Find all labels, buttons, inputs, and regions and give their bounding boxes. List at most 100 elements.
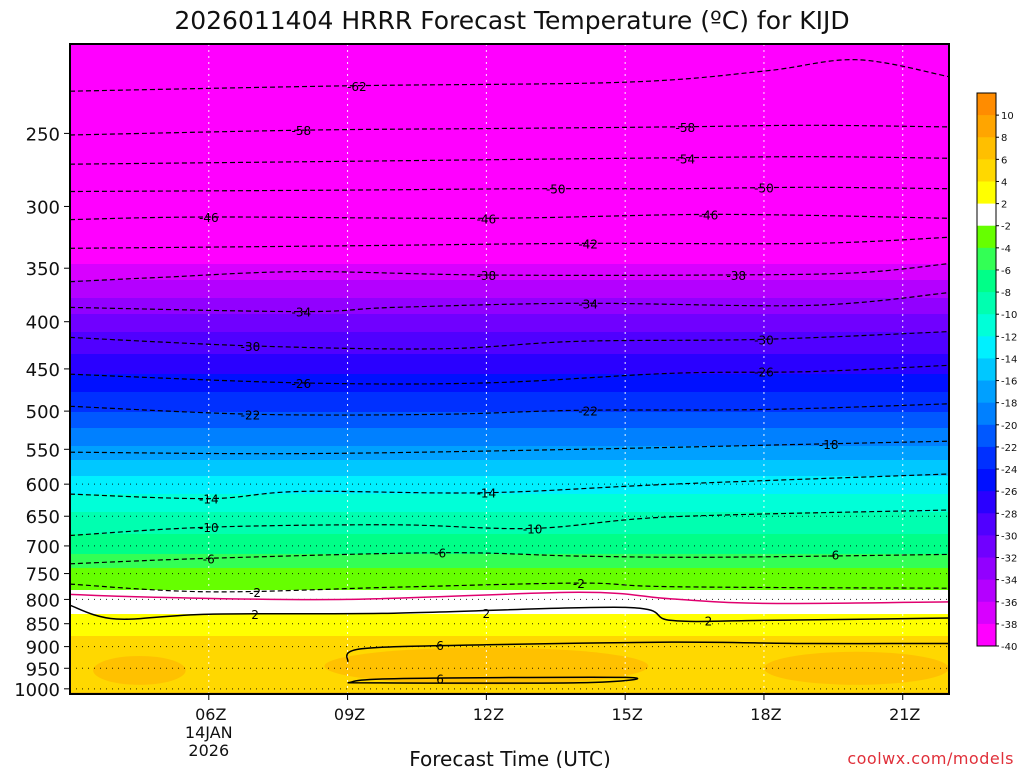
y-axis: 2503003504004505005506006507007508008509… xyxy=(14,124,70,701)
contour-line-m46 xyxy=(70,213,949,221)
colorbar-swatch xyxy=(977,181,996,205)
contour-line-m34 xyxy=(70,292,949,313)
contour-label: -6 xyxy=(434,547,446,561)
contour-label: -14 xyxy=(477,487,497,501)
contour-line-6 xyxy=(347,676,639,684)
y-tick-label: 250 xyxy=(26,124,60,145)
colorbar-swatch xyxy=(977,115,996,138)
colorbar-swatch xyxy=(977,358,996,382)
colorbar-swatch xyxy=(977,579,996,603)
colorbar-swatch xyxy=(977,269,996,293)
contour-line-m42 xyxy=(70,236,949,249)
x-tick-label: 18Z xyxy=(750,705,781,724)
y-tick-label: 600 xyxy=(26,475,60,496)
contour-line-m18 xyxy=(70,440,949,455)
contour-label: -50 xyxy=(546,183,566,197)
contour-label: 6 xyxy=(436,639,444,653)
y-tick-label: 650 xyxy=(26,507,60,528)
y-tick-label: 450 xyxy=(26,360,60,381)
contour-label: -26 xyxy=(754,366,774,380)
contour-label: -54 xyxy=(675,152,695,166)
contour-label: -50 xyxy=(754,181,774,195)
colorbar-label: 2 xyxy=(1001,200,1007,211)
colorbar-swatch xyxy=(977,491,996,514)
contour-line-m2 xyxy=(70,582,949,593)
x-tick-date-label: 14JAN xyxy=(185,723,233,742)
y-tick-label: 300 xyxy=(26,197,60,218)
colorbar-label: 4 xyxy=(1001,177,1007,188)
contour-label: -46 xyxy=(199,211,219,225)
contour-label: 2 xyxy=(483,607,491,621)
y-tick-label: 550 xyxy=(26,440,60,461)
contour-label: -30 xyxy=(754,333,774,347)
contour-label: -6 xyxy=(203,552,215,566)
colorbar-label: -8 xyxy=(1001,288,1011,299)
x-tick-label: 21Z xyxy=(889,705,920,724)
contour-line-2 xyxy=(70,604,949,623)
contour-label: -26 xyxy=(292,377,312,391)
colorbar-swatch xyxy=(977,601,996,625)
colorbar-label: -26 xyxy=(1001,487,1017,498)
contour-line-m38 xyxy=(70,263,949,283)
contour-label: 2 xyxy=(251,608,259,622)
x-tick-label: 06Z xyxy=(195,705,226,724)
y-tick-label: 850 xyxy=(26,615,60,636)
contour-line-m22 xyxy=(70,403,949,416)
contour-line-m6 xyxy=(70,552,949,565)
credit-link[interactable]: coolwx.com/models xyxy=(847,749,1014,768)
contour-label: -38 xyxy=(726,269,746,283)
contour-label: -58 xyxy=(292,124,312,138)
contour-label: -2 xyxy=(249,586,261,600)
y-tick-label: 900 xyxy=(26,638,60,659)
colorbar-label: 10 xyxy=(1001,111,1014,122)
colorbar-swatch xyxy=(977,446,996,470)
colorbar-swatch xyxy=(977,314,996,337)
x-tick-label: 15Z xyxy=(611,705,642,724)
y-tick-label: 500 xyxy=(26,402,60,423)
colorbar-label: -2 xyxy=(1001,222,1011,233)
colorbar-label: -20 xyxy=(1001,421,1017,432)
y-tick-label: 1000 xyxy=(14,680,60,701)
colorbar-label: -34 xyxy=(1001,576,1017,587)
colorbar-swatch xyxy=(977,557,996,581)
colorbar-label: 6 xyxy=(1001,155,1007,166)
contour-label: -6 xyxy=(827,548,839,562)
chart-title: 2026011404 HRRR Forecast Temperature (ºC… xyxy=(174,6,849,35)
y-tick-label: 400 xyxy=(26,313,60,334)
contour-label: -10 xyxy=(199,521,219,535)
colorbar-swatch xyxy=(977,247,996,271)
contour-label: -46 xyxy=(699,208,719,222)
colorbar-label: -6 xyxy=(1001,266,1011,277)
contour-label: -22 xyxy=(241,408,261,422)
colorbar-label: -14 xyxy=(1001,354,1017,365)
colorbar-label: 8 xyxy=(1001,133,1007,144)
y-tick-label: 700 xyxy=(26,537,60,558)
colorbar-label: -22 xyxy=(1001,443,1017,454)
y-tick-label: 950 xyxy=(26,659,60,680)
colorbar-label: -30 xyxy=(1001,531,1017,542)
colorbar-label: -12 xyxy=(1001,332,1017,343)
contour-line-m54 xyxy=(70,156,949,165)
contour-label: -10 xyxy=(523,522,543,536)
y-tick-label: 750 xyxy=(26,565,60,586)
colorbar-label: -36 xyxy=(1001,598,1017,609)
colorbar-swatch xyxy=(977,535,996,559)
contour-line-m58 xyxy=(70,124,949,136)
contour-line-m26 xyxy=(70,364,949,385)
colorbar-label: -24 xyxy=(1001,465,1017,476)
temperature-fill xyxy=(70,44,949,694)
contour-line-6 xyxy=(345,641,949,663)
x-axis-label: Forecast Time (UTC) xyxy=(409,747,611,768)
colorbar-swatch xyxy=(977,93,996,116)
colorbar-swatch xyxy=(977,380,996,404)
colorbar-swatch xyxy=(977,623,996,647)
isotherm-contours: -62-58 -58-54-50 -50-46 -46 -46-42-38 -38-34-… xyxy=(70,59,949,687)
colorbar-swatch xyxy=(977,203,996,227)
y-tick-label: 800 xyxy=(26,590,60,611)
colorbar-legend: 10 8 6 4 2 -2 -4 -6 -8 -10 -12 -14 -16 -18 -20 -22 -24 -2… xyxy=(976,92,1017,653)
colorbar-swatch xyxy=(977,159,996,182)
colorbar-label: -32 xyxy=(1001,554,1017,565)
